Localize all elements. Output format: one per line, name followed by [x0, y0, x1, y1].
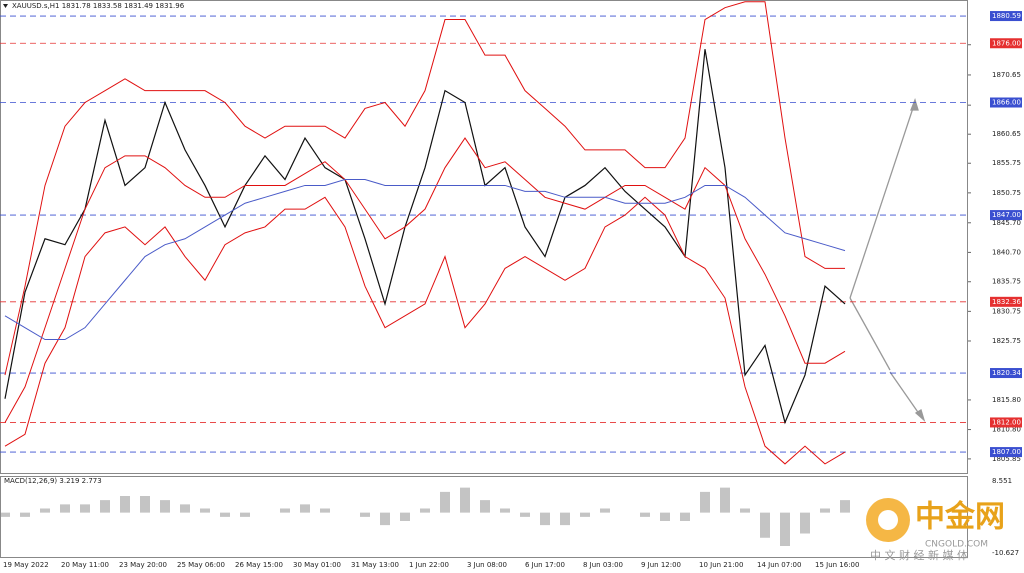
level-tag	[990, 97, 1022, 108]
series-line	[4, 1, 845, 376]
y-tick-label: 1840.70	[992, 248, 1021, 256]
x-tick-label: 9 Jun 12:00	[641, 561, 681, 569]
macd-tick-label: 8.551	[992, 477, 1012, 485]
y-tick-label: 1855.75	[992, 159, 1021, 167]
macd-tick-label: -10.627	[992, 549, 1019, 557]
level-label: 1880.59	[992, 12, 1021, 20]
y-tick-label: 1805.85	[992, 455, 1021, 463]
y-tick-label: 1860.65	[992, 130, 1021, 138]
projection	[849, 98, 926, 422]
level-label: 1876.00	[992, 39, 1021, 47]
y-tick-label: 1825.75	[992, 337, 1021, 345]
chart-title: XAUUSD.s,H1 1831.78 1833.58 1831.49 1831…	[12, 2, 185, 10]
x-tick-label: 23 May 20:00	[119, 561, 167, 569]
y-tick-label: 1830.75	[992, 307, 1021, 315]
level-label: 1807.00	[992, 448, 1021, 456]
level-tag	[990, 38, 1022, 49]
y-tick-label: 1810.80	[992, 426, 1021, 434]
watermark-name: 中金网	[915, 500, 1005, 535]
level-label: 1832.36	[992, 298, 1021, 306]
level-tag	[990, 210, 1022, 221]
x-tick-label: 15 Jun 16:00	[815, 561, 859, 569]
x-tick-label: 30 May 01:00	[293, 561, 341, 569]
x-tick-label: 20 May 11:00	[61, 561, 109, 569]
level-tag	[990, 447, 1022, 458]
level-tag	[990, 368, 1022, 379]
x-tick-label: 26 May 15:00	[235, 561, 283, 569]
y-tick-label: 1845.70	[992, 219, 1021, 227]
level-label: 1866.00	[992, 99, 1021, 107]
x-tick-label: 14 Jun 07:00	[757, 561, 801, 569]
level-tag	[990, 417, 1022, 428]
level-tag	[990, 296, 1022, 307]
level-label: 1847.00	[992, 211, 1021, 219]
watermark: 中金网 CNGOLD.COM 中 文 财 经 新 媒 体	[866, 498, 1005, 562]
y-tick-label: 1870.65	[992, 71, 1021, 79]
series-line	[4, 49, 846, 425]
level-label: 1812.00	[992, 418, 1021, 426]
x-tick-label: 8 Jun 03:00	[583, 561, 623, 569]
price-pane	[0, 0, 968, 474]
indicator-title: MACD(12,26,9) 3.219 2.773	[4, 477, 102, 485]
x-tick-label: 10 Jun 21:00	[699, 561, 743, 569]
series-line	[4, 179, 846, 341]
series-line	[4, 196, 846, 465]
watermark-slogan: 中 文 财 经 新 媒 体	[870, 548, 968, 562]
macd-pane	[0, 476, 968, 558]
x-tick-label: 31 May 13:00	[351, 561, 399, 569]
y-tick-label: 1835.75	[992, 278, 1021, 286]
x-tick-label: 6 Jun 17:00	[525, 561, 565, 569]
y-tick-label: 1815.80	[992, 396, 1021, 404]
x-tick-label: 1 Jun 22:00	[409, 561, 449, 569]
y-tick-label: 1850.75	[992, 189, 1021, 197]
x-tick-label: 25 May 06:00	[177, 561, 225, 569]
watermark-site: CNGOLD.COM	[925, 540, 988, 550]
level-tag	[990, 11, 1022, 22]
x-tick-label: 3 Jun 08:00	[467, 561, 507, 569]
series-line	[4, 137, 846, 423]
level-label: 1820.34	[992, 369, 1021, 377]
menu-arrow[interactable]	[3, 4, 8, 8]
x-tick-label: 19 May 2022	[3, 561, 49, 569]
